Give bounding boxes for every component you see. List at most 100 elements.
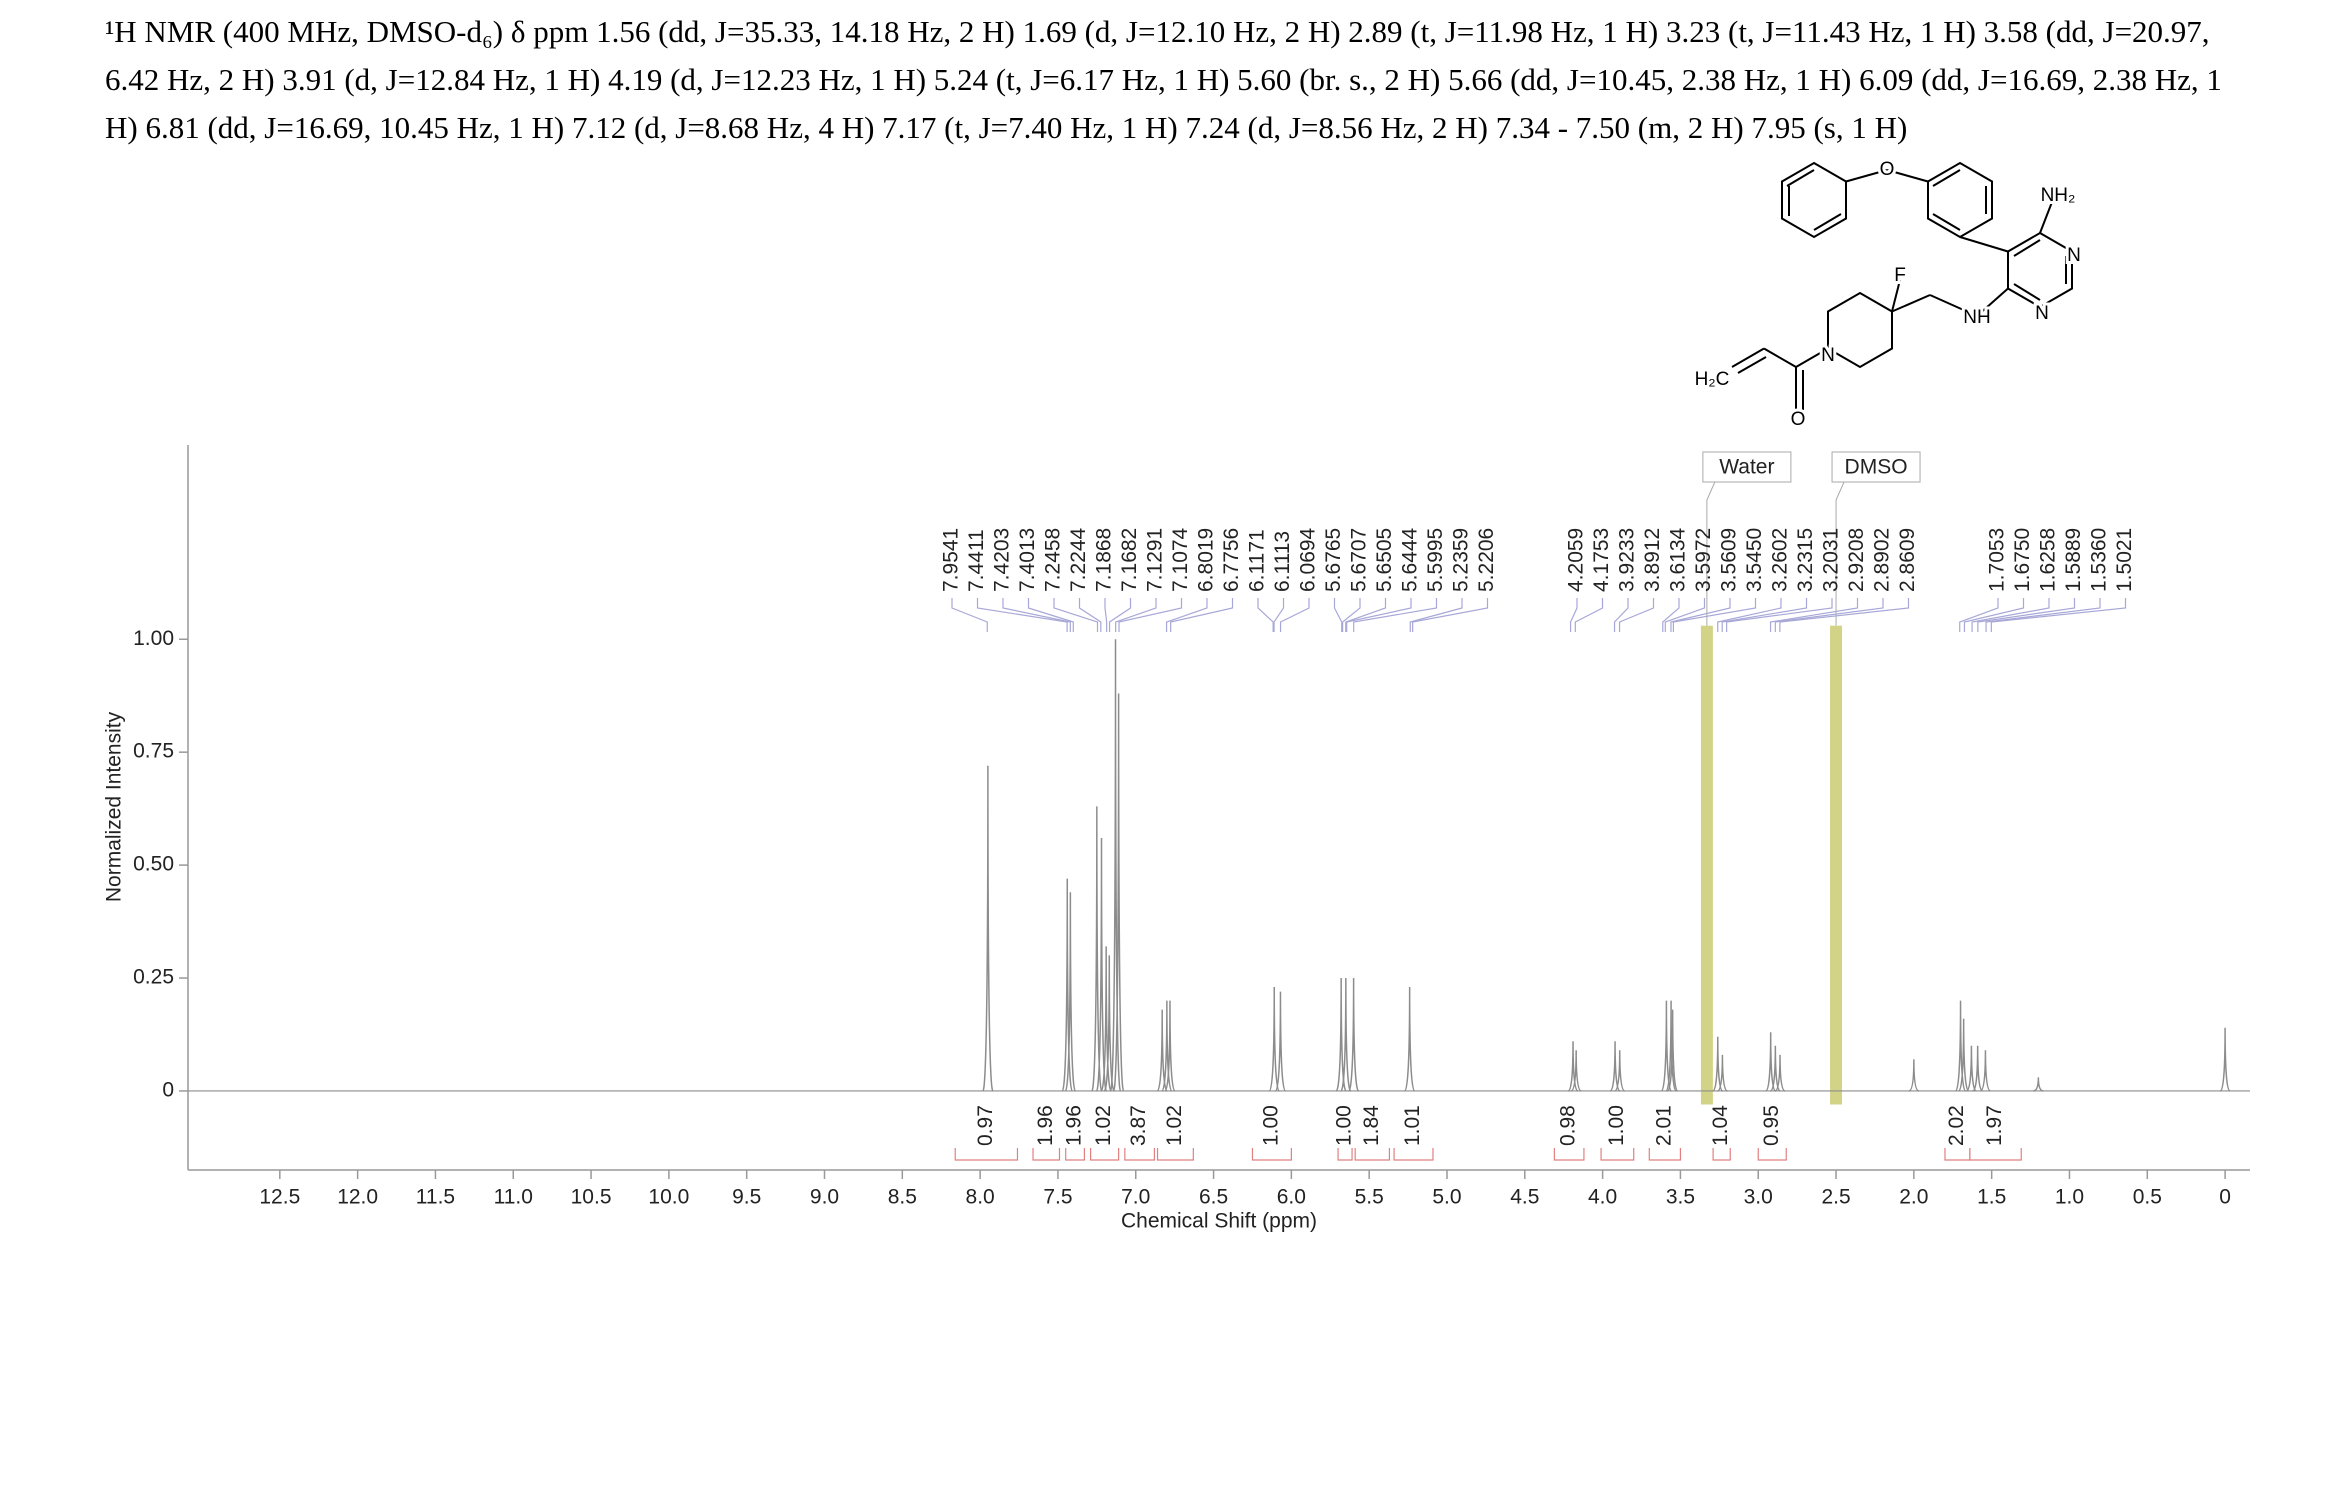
peak-label: 1.6750 (2011, 528, 2034, 592)
bond (1795, 347, 1829, 368)
integral-label: 2.02 (1945, 1105, 1968, 1146)
x-tick-label: 9.0 (810, 1186, 839, 1209)
y-tick-label: 0.75 (133, 740, 174, 763)
peak-label: 3.2031 (1820, 528, 1843, 592)
bond (2039, 201, 2053, 234)
peak-label: 5.6444 (1399, 527, 1422, 592)
peak (982, 765, 994, 1092)
peak-leader (1717, 598, 1782, 632)
bond (1845, 169, 1888, 183)
peak (1954, 1000, 1967, 1092)
peak-leader (1165, 598, 1208, 632)
integral-label: 1.02 (1092, 1105, 1115, 1146)
peak (1966, 1045, 1977, 1092)
peak-leader (1959, 598, 1999, 632)
integral-bracket (1600, 1148, 1635, 1161)
integral-label: 0.95 (1760, 1105, 1783, 1146)
bond (1891, 294, 1931, 313)
peak (1335, 978, 1347, 1092)
y-tick-label: 1.00 (133, 627, 174, 650)
peak (1109, 639, 1122, 1092)
integral-bracket (1969, 1148, 2022, 1161)
x-tick-label: 2.0 (1899, 1186, 1928, 1209)
peak-leader (1115, 598, 1157, 632)
peak-label: 1.5021 (2113, 528, 2136, 592)
integral-bracket (1251, 1148, 1292, 1161)
peak-label: 6.0694 (1297, 527, 1320, 592)
integral-label: 2.01 (1652, 1105, 1675, 1146)
peak-leader (1333, 598, 1343, 632)
integral-bracket (1712, 1148, 1731, 1161)
atom-label: O (1791, 409, 1806, 430)
peak-leader (1672, 598, 1757, 632)
peak-label: 2.8609 (1896, 528, 1919, 592)
peak-leader (1569, 598, 1578, 632)
x-tick-label: 0.5 (2133, 1186, 2162, 1209)
ring (1827, 291, 1893, 369)
bond (2013, 283, 2041, 301)
peak-leader (1257, 598, 1274, 632)
integral-label: 0.97 (974, 1105, 997, 1146)
peak-leader (1353, 598, 1438, 632)
peak-label: 7.2244 (1067, 527, 1090, 592)
peak-label: 5.2206 (1475, 528, 1498, 592)
solvent-band (1700, 625, 1713, 1105)
peak (1403, 987, 1416, 1092)
solvent-leader (1835, 481, 1845, 626)
peak-label: 4.1753 (1590, 528, 1613, 592)
peak-label: 6.1171 (1246, 529, 1269, 592)
peak-leader (1027, 598, 1074, 632)
integral-bracket (1648, 1148, 1682, 1161)
y-axis-label: Normalized Intensity (103, 711, 126, 902)
peak (1095, 837, 1108, 1092)
peak-label: 1.5889 (2062, 528, 2085, 592)
x-tick-label: 0 (2219, 1186, 2231, 1209)
integral-label: 1.96 (1034, 1105, 1057, 1146)
atom-label: NH₂ (2041, 185, 2076, 206)
atom-label: H₂C (1695, 369, 1730, 390)
peak (1665, 1000, 1677, 1092)
integral-bracket (1337, 1148, 1353, 1161)
peak (1660, 1000, 1673, 1092)
integral-bracket (1065, 1148, 1085, 1161)
peak-label: 3.2602 (1769, 528, 1792, 592)
integral-label: 1.00 (1605, 1105, 1628, 1146)
peak-leader (1574, 598, 1604, 632)
peak (1100, 946, 1112, 1092)
peak (2033, 1077, 2044, 1092)
peak-leader (1971, 598, 2050, 632)
peak-label: 6.8019 (1195, 528, 1218, 592)
solvent-box (1831, 451, 1921, 483)
integral-label: 1.02 (1163, 1105, 1186, 1146)
x-tick-label: 5.0 (1432, 1186, 1461, 1209)
integral-bracket (1553, 1148, 1585, 1161)
ring (2007, 231, 2073, 309)
integral-label: 3.87 (1127, 1105, 1150, 1146)
peak-label: 5.6765 (1322, 528, 1345, 592)
x-tick-label: 1.5 (1977, 1186, 2006, 1209)
structure: O NH₂ N N F NH N H₂C O (1692, 156, 2084, 433)
peak-label: 7.1074 (1169, 527, 1192, 592)
x-tick-label: 2.5 (1821, 1186, 1850, 1209)
peak (1340, 978, 1352, 1092)
integral-bracket (1944, 1148, 1971, 1161)
x-tick-label: 7.5 (1043, 1186, 1072, 1209)
integral-bracket (1354, 1148, 1391, 1161)
peak-label: 5.6505 (1373, 528, 1396, 592)
peak-leader (1774, 598, 1884, 632)
peak (2219, 1027, 2231, 1092)
solvent-band (1830, 625, 1843, 1105)
peak-leader (1664, 598, 1706, 632)
peak-label: 3.8912 (1641, 528, 1664, 592)
integral-bracket (1393, 1148, 1434, 1161)
peak-leader (951, 598, 988, 632)
peak-leader (1779, 598, 1910, 632)
peak-label: 7.9541 (940, 528, 963, 592)
peak-leader (1346, 598, 1412, 632)
integral-label: 1.04 (1709, 1105, 1732, 1146)
bond (1929, 294, 1978, 317)
integral-label: 1.84 (1360, 1105, 1383, 1146)
solvent-leader (1706, 481, 1716, 626)
integral-bracket (1124, 1148, 1156, 1161)
